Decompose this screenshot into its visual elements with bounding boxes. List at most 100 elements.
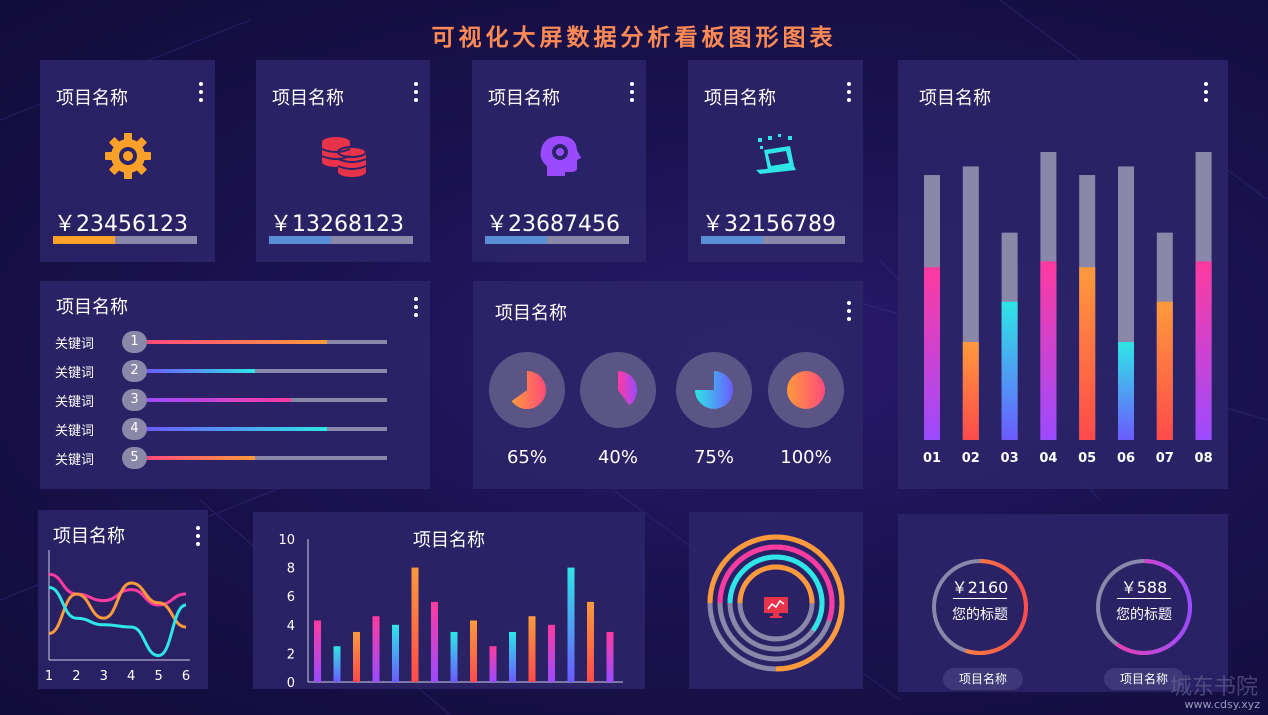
keyword-ranking-card: 项目名称 关键词 1 关键词 2 关键词 3 关键词 4 关键词 5 — [40, 281, 430, 489]
column-bar — [353, 631, 360, 682]
bar-value — [1118, 342, 1134, 440]
card-title: 项目名称 — [56, 297, 128, 318]
x-tick-label: 04 — [1039, 451, 1057, 466]
keyword-progress-track — [147, 340, 387, 344]
x-tick-label: 05 — [1078, 451, 1096, 466]
ring-progress — [737, 564, 815, 642]
keyword-progress-fill — [147, 398, 291, 402]
percentage-pie — [489, 352, 565, 428]
column-bar — [470, 620, 477, 682]
rank-badge: 2 — [122, 360, 147, 382]
keyword-label: 关键词 — [55, 337, 95, 352]
project-name-pill[interactable]: 项目名称 — [943, 668, 1023, 690]
card-title: 项目名称 — [488, 88, 560, 109]
x-tick-label: 03 — [1001, 451, 1019, 466]
column-bar — [411, 567, 419, 682]
pie-slice — [618, 371, 637, 406]
kpi-card-2: 项目名称 ￥13268123 — [256, 60, 430, 262]
x-tick-label: 02 — [962, 451, 980, 466]
x-tick-label: 07 — [1156, 451, 1174, 466]
watermark-url: www.cdsy.xyz — [1184, 698, 1260, 711]
ring-amount: ￥2160 — [951, 578, 1009, 597]
more-menu-icon[interactable] — [1204, 82, 1208, 102]
bar-value — [1001, 301, 1018, 440]
project-name-pill[interactable]: 项目名称 — [1104, 668, 1184, 690]
divider — [953, 598, 1007, 599]
kpi-card-4: 项目名称 ￥32156789 — [688, 60, 863, 262]
ring-caption: 您的标题 — [1116, 607, 1172, 623]
rank-badge: 5 — [122, 447, 147, 469]
pie-slice — [695, 371, 733, 409]
percentage-pie — [676, 352, 752, 428]
more-menu-icon[interactable] — [196, 526, 200, 546]
monitor-chart-icon — [764, 597, 788, 618]
x-tick-label: 06 — [1117, 451, 1135, 466]
kpi-amount: ￥23687456 — [486, 212, 620, 237]
column-bar — [548, 624, 555, 682]
coins-icon — [321, 137, 367, 177]
x-tick-label: 1 — [45, 669, 53, 684]
keyword-progress-fill — [147, 340, 327, 344]
x-tick-label: 2 — [72, 669, 80, 684]
divider — [1117, 598, 1171, 599]
bar-value — [962, 342, 979, 440]
pie-percent-label: 100% — [780, 447, 832, 468]
stacked-bar-chart-card: 项目名称 01 02 03 04 05 06 07 08 — [898, 60, 1228, 489]
card-title: 项目名称 — [413, 530, 485, 551]
concentric-rings-chart — [707, 534, 845, 672]
amount-rings-card: ￥2160 您的标题 ￥588 您的标题 项目名称 项目名称 — [898, 514, 1228, 692]
keyword-label: 关键词 — [55, 366, 95, 381]
y-tick-label: 2 — [287, 647, 295, 662]
more-menu-icon[interactable] — [414, 82, 418, 102]
keyword-progress-track — [147, 427, 387, 431]
line-series — [48, 585, 187, 658]
keyword-progress-fill — [147, 456, 255, 460]
keyword-progress-fill — [147, 369, 255, 373]
line-series — [48, 581, 187, 636]
gear-icon — [104, 133, 151, 179]
keyword-label: 关键词 — [55, 453, 95, 468]
bar-value — [1040, 261, 1057, 440]
percentage-pie — [580, 352, 656, 428]
percentage-pie — [768, 352, 844, 428]
more-menu-icon[interactable] — [847, 82, 851, 102]
card-title: 项目名称 — [272, 88, 344, 109]
more-menu-icon[interactable] — [414, 297, 418, 317]
kpi-progress-bar — [701, 236, 845, 244]
keyword-progress-fill — [147, 427, 327, 431]
y-tick-label: 6 — [287, 590, 295, 605]
amount-ring-progress — [932, 559, 1028, 655]
laptop-icon — [755, 134, 796, 174]
keyword-row: 关键词 2 — [55, 360, 395, 382]
column-bar — [431, 601, 438, 682]
x-tick-label: 5 — [154, 669, 162, 684]
kpi-progress-bar — [269, 236, 413, 244]
card-title: 项目名称 — [495, 303, 567, 324]
kpi-progress-bar — [53, 236, 197, 244]
bar-value — [1195, 261, 1212, 440]
column-bar — [450, 631, 458, 682]
percentage-pies-card: 项目名称 65% 40% 75% 100% — [473, 281, 863, 489]
bar-value — [1079, 267, 1096, 440]
x-tick-label: 6 — [182, 669, 190, 684]
x-tick-label: 08 — [1195, 451, 1213, 466]
card-title: 项目名称 — [704, 88, 776, 109]
rank-badge: 1 — [122, 331, 147, 353]
ring-progress — [707, 534, 845, 672]
keyword-row: 关键词 5 — [55, 447, 395, 469]
rank-badge: 3 — [122, 389, 147, 411]
kpi-progress-bar — [485, 236, 629, 244]
kpi-amount: ￥13268123 — [270, 212, 404, 237]
x-tick-label: 3 — [100, 669, 108, 684]
more-menu-icon[interactable] — [199, 82, 203, 102]
column-bar — [372, 616, 380, 682]
more-menu-icon[interactable] — [630, 82, 634, 102]
more-menu-icon[interactable] — [847, 301, 851, 321]
line-chart-card: 项目名称 1 2 3 4 5 6 — [38, 510, 208, 689]
ring-amount: ￥588 — [1120, 578, 1168, 597]
y-tick-label: 8 — [287, 562, 295, 577]
pie-slice — [511, 371, 546, 409]
bar-value — [1156, 301, 1173, 440]
page-title: 可视化大屏数据分析看板图形图表 — [431, 25, 837, 51]
kpi-card-1: 项目名称 ￥23456123 — [40, 60, 215, 262]
